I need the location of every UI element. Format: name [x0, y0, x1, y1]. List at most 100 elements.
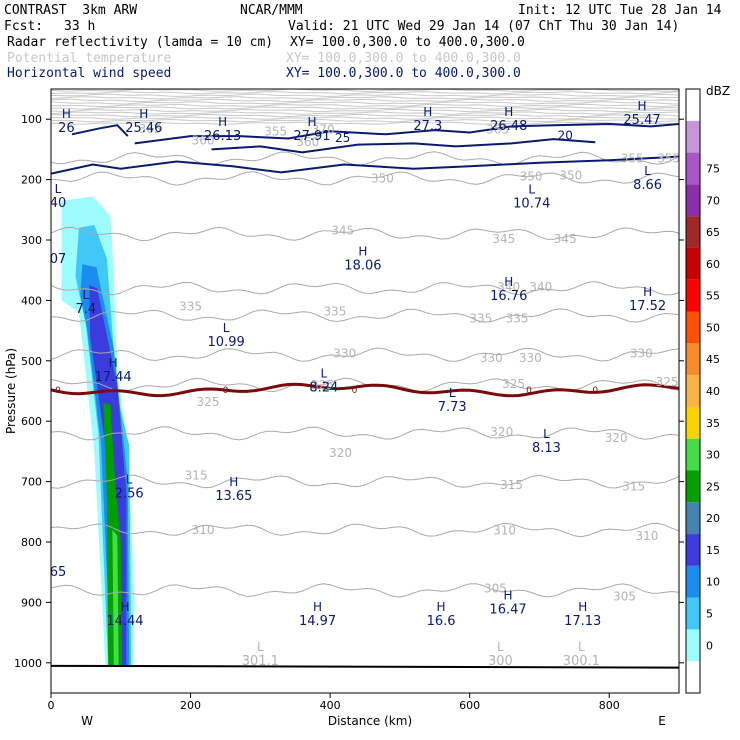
- wind-extremum-value: 25.46: [125, 121, 162, 136]
- colorbar-unit: dBZ: [706, 84, 730, 98]
- theta-label: 340: [497, 280, 520, 294]
- colorbar-swatch: [686, 502, 700, 535]
- wind-extremum-value: 10.99: [208, 335, 245, 350]
- theta-contour-upper: [51, 106, 679, 110]
- wind-extremum-value: 07: [50, 252, 67, 267]
- theta-label: 355: [621, 151, 644, 165]
- y-tick-label: 900: [21, 596, 42, 609]
- colorbar-label: 65: [706, 226, 720, 239]
- x-tick-label: 0: [48, 699, 55, 712]
- wind-extremum-value: 65: [50, 565, 67, 580]
- theta-label: 315: [622, 479, 645, 493]
- colorbar-label: 5: [706, 608, 713, 621]
- theta-contour-upper: [51, 98, 679, 103]
- theta-label: 345: [554, 232, 577, 246]
- theta-label: 360: [296, 135, 319, 149]
- theta-contour: [51, 308, 679, 323]
- freezing-level-label: 0: [352, 386, 358, 396]
- theta-contour-upper: [51, 93, 679, 97]
- x-tick-label: 200: [180, 699, 201, 712]
- colorbar-label: 20: [706, 512, 720, 525]
- theta-label: 310: [192, 523, 215, 537]
- wind-extremum-value: 16.6: [427, 614, 456, 629]
- colorbar-label: 45: [706, 353, 720, 366]
- theta-label: 355: [264, 124, 287, 138]
- theta-label: 350: [559, 168, 582, 182]
- wind-extremum-value: 8.66: [633, 178, 662, 193]
- wind-extremum-value: 25.47: [623, 113, 660, 128]
- theta-contour: [51, 426, 679, 441]
- theta-contour: [51, 151, 679, 166]
- freezing-level-line: [51, 382, 679, 398]
- colorbar-swatch: [686, 311, 700, 344]
- theta-label: 330: [333, 347, 356, 361]
- colorbar-label: 30: [706, 449, 720, 462]
- wind-extremum-symbol: H: [358, 245, 367, 259]
- theta-contour: [51, 522, 679, 538]
- colorbar-label: 60: [706, 258, 720, 271]
- theta-contour-upper: [51, 118, 679, 123]
- theta-extremum-value: 300: [488, 654, 513, 669]
- theta-label: 355: [657, 151, 680, 165]
- x-axis-label: Distance (km): [328, 714, 412, 728]
- colorbar-swatch: [686, 152, 700, 185]
- wind-extremum-symbol: H: [218, 115, 227, 129]
- colorbar-label: 10: [706, 576, 720, 589]
- theta-contour: [51, 281, 679, 296]
- wind-extremum-symbol: H: [109, 356, 118, 370]
- colorbar-label: 70: [706, 194, 720, 207]
- wind-extremum-value: 26.13: [204, 129, 241, 144]
- surface-line: [51, 664, 679, 669]
- colorbar-swatch: [686, 89, 700, 121]
- wind-extremum-symbol: L: [55, 182, 62, 196]
- wind-extremum-value: 27.91: [293, 129, 330, 144]
- theta-contour-upper: [51, 103, 679, 108]
- wind-extremum-symbol: L: [644, 164, 651, 178]
- org-name: NCAR/MMM: [240, 3, 303, 18]
- wind-extremum-symbol: L: [543, 427, 550, 441]
- theta-label: 335: [506, 312, 529, 326]
- x-tick-label: 800: [599, 699, 620, 712]
- colorbar-label: 55: [706, 290, 720, 303]
- theta-label: 350: [371, 171, 394, 185]
- colorbar-label: 25: [706, 480, 720, 493]
- theta-label: 330: [519, 351, 542, 365]
- theta-contour: [51, 171, 679, 186]
- theta-label: 335: [179, 299, 202, 313]
- theta-label: 315: [185, 469, 208, 483]
- theta-extremum-value: 301.1: [242, 654, 279, 669]
- wind-extremum-value: 14.44: [106, 614, 143, 629]
- theta-label: 325: [656, 375, 679, 389]
- wind-extremum-value: 26.48: [490, 119, 527, 134]
- theta-contour: [51, 583, 679, 598]
- theta-label: 325: [311, 378, 334, 392]
- theta-label: 325: [197, 395, 220, 409]
- wind-extremum-value: 17.52: [629, 299, 666, 314]
- wind-extremum-value: 10.74: [513, 196, 550, 211]
- colorbar-swatch: [686, 343, 700, 376]
- theta-label: 330: [630, 347, 653, 361]
- theta-label: 365: [486, 122, 509, 136]
- theta-label: 305: [613, 589, 636, 603]
- colorbar-swatch: [686, 438, 700, 471]
- theta-contour-upper: [51, 113, 679, 118]
- field-2-name: Potential temperature: [7, 51, 172, 66]
- theta-label: 315: [500, 478, 523, 492]
- wind-extremum-value: 26: [58, 121, 75, 136]
- wind-extremum-symbol: H: [578, 600, 587, 614]
- theta-extremum-symbol: L: [257, 640, 264, 654]
- wind-extremum-value: 13.65: [215, 489, 252, 504]
- colorbar-swatch: [686, 406, 700, 439]
- theta-contour-upper: [51, 116, 679, 120]
- theta-label: 320: [329, 446, 352, 460]
- wind-extremum-symbol: L: [126, 472, 133, 486]
- theta-contour-upper: [51, 101, 679, 105]
- colorbar-frame: [685, 88, 701, 694]
- wind-extremum-symbol: H: [307, 115, 316, 129]
- plot-frame: [50, 88, 680, 694]
- wind-extremum-symbol: H: [643, 285, 652, 299]
- theta-contour-upper: [51, 91, 679, 95]
- wind-extremum-value: 7.73: [438, 400, 467, 415]
- x-end-right: E: [658, 714, 666, 728]
- colorbar-label: 40: [706, 385, 720, 398]
